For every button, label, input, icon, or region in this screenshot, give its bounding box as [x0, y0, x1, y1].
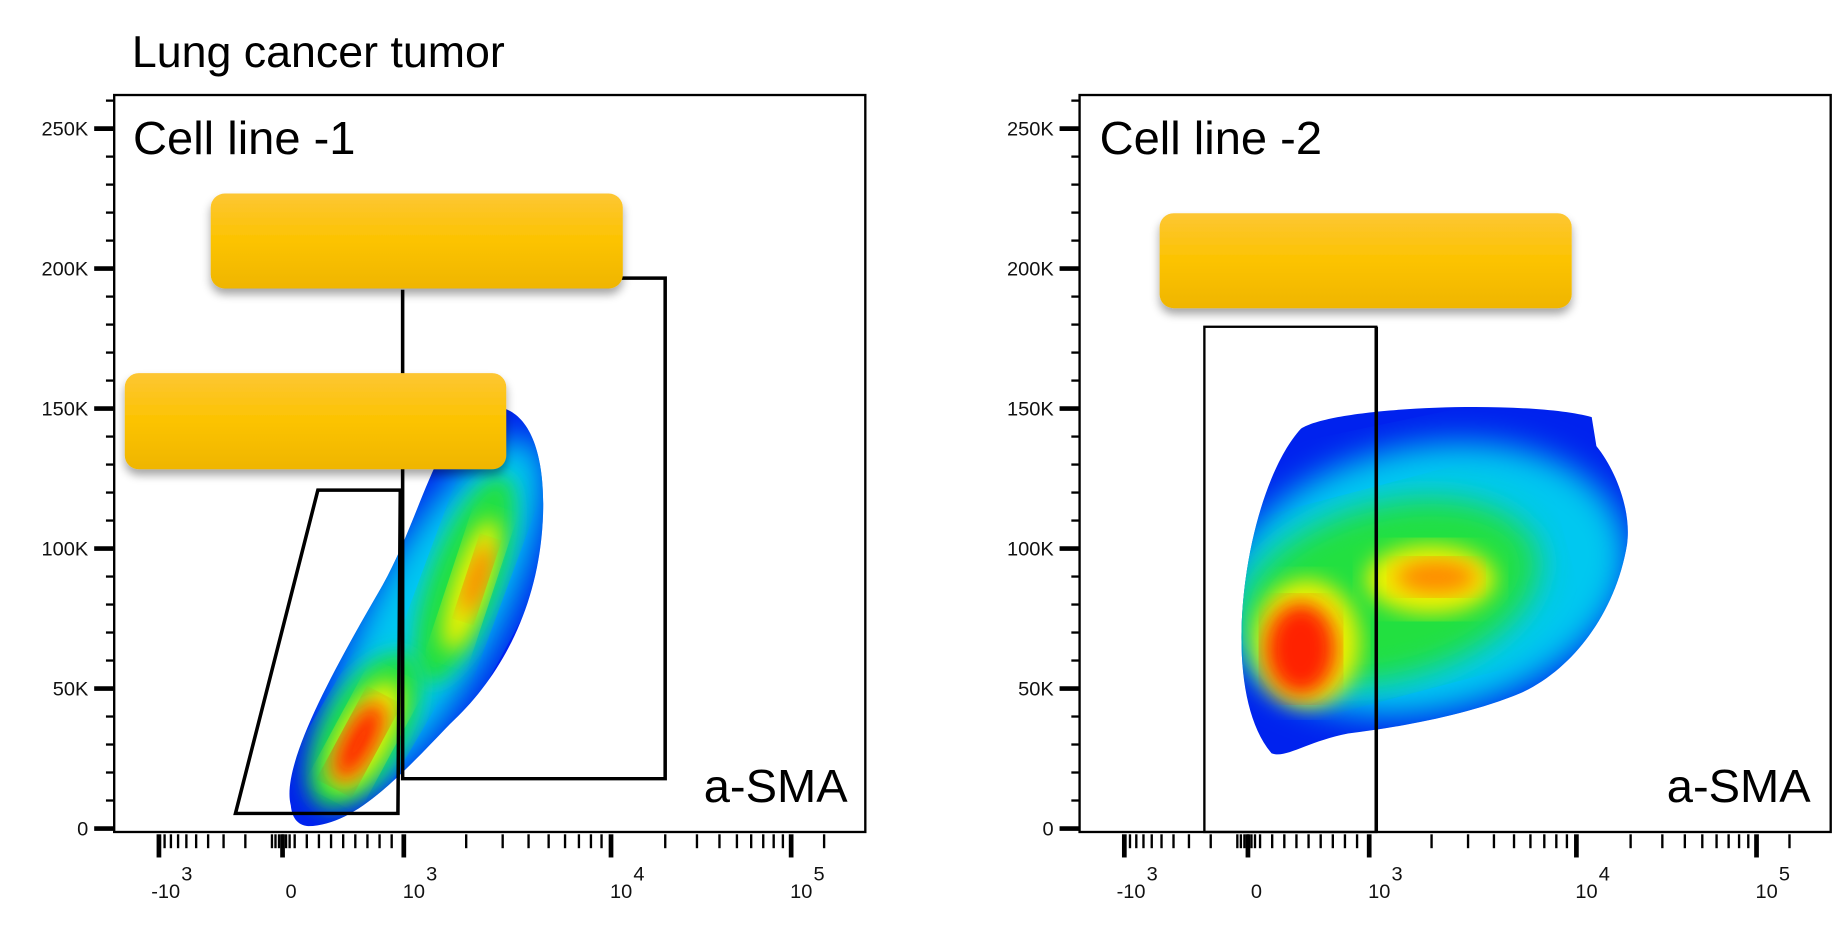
x-tick-exponent: 3	[1147, 864, 1158, 886]
y-tick-label: 150K	[42, 399, 89, 421]
x-tick-label: 10	[1575, 881, 1597, 903]
redaction-box	[210, 193, 623, 289]
density-cloud	[1241, 407, 1628, 755]
gate-polygon[interactable]	[233, 488, 403, 816]
y-tick-label: 0	[77, 819, 88, 841]
x-tick-label: 10	[1368, 881, 1390, 903]
x-tick-exponent: 3	[1392, 864, 1403, 886]
x-axis-label: a-SMA	[1667, 760, 1812, 812]
x-tick-exponent: 3	[426, 864, 437, 886]
panel-label: Cell line -1	[133, 112, 355, 164]
x-tick-label: -10	[151, 881, 180, 903]
y-axis: 250K 200K 150K 100K 50K 0	[42, 99, 115, 841]
x-tick-label: 10	[790, 881, 812, 903]
x-tick-label: 10	[403, 881, 425, 903]
figure-title: Lung cancer tumor	[132, 29, 505, 78]
x-axis-label: a-SMA	[704, 760, 849, 812]
x-tick-label: 10	[1755, 881, 1777, 903]
y-tick-label: 250K	[1007, 119, 1054, 141]
y-tick-label: 100K	[42, 539, 89, 561]
y-tick-label: 100K	[1007, 539, 1054, 561]
y-tick-label: 150K	[1007, 399, 1054, 421]
y-tick-label: 200K	[1007, 259, 1054, 281]
x-tick-label: -10	[1117, 881, 1146, 903]
x-tick-exponent: 4	[633, 864, 644, 886]
x-tick-exponent: 5	[1779, 864, 1790, 886]
x-tick-exponent: 5	[814, 864, 825, 886]
gate-rectangle[interactable]	[400, 276, 667, 781]
y-tick-label: 50K	[53, 679, 89, 701]
x-tick-label: 0	[1251, 881, 1262, 903]
y-tick-label: 0	[1043, 819, 1054, 841]
panel-label: Cell line -2	[1100, 112, 1322, 164]
redaction-box	[124, 373, 507, 470]
x-tick-label: 0	[286, 881, 297, 903]
redaction-box	[1159, 213, 1572, 309]
y-axis: 250K 200K 150K 100K 50K 0	[1007, 99, 1080, 841]
y-tick-label: 200K	[42, 259, 89, 281]
y-tick-label: 50K	[1018, 679, 1054, 701]
x-tick-exponent: 4	[1599, 864, 1610, 886]
x-tick-exponent: 3	[181, 864, 192, 886]
x-tick-label: 10	[610, 881, 632, 903]
y-tick-label: 250K	[42, 119, 89, 141]
